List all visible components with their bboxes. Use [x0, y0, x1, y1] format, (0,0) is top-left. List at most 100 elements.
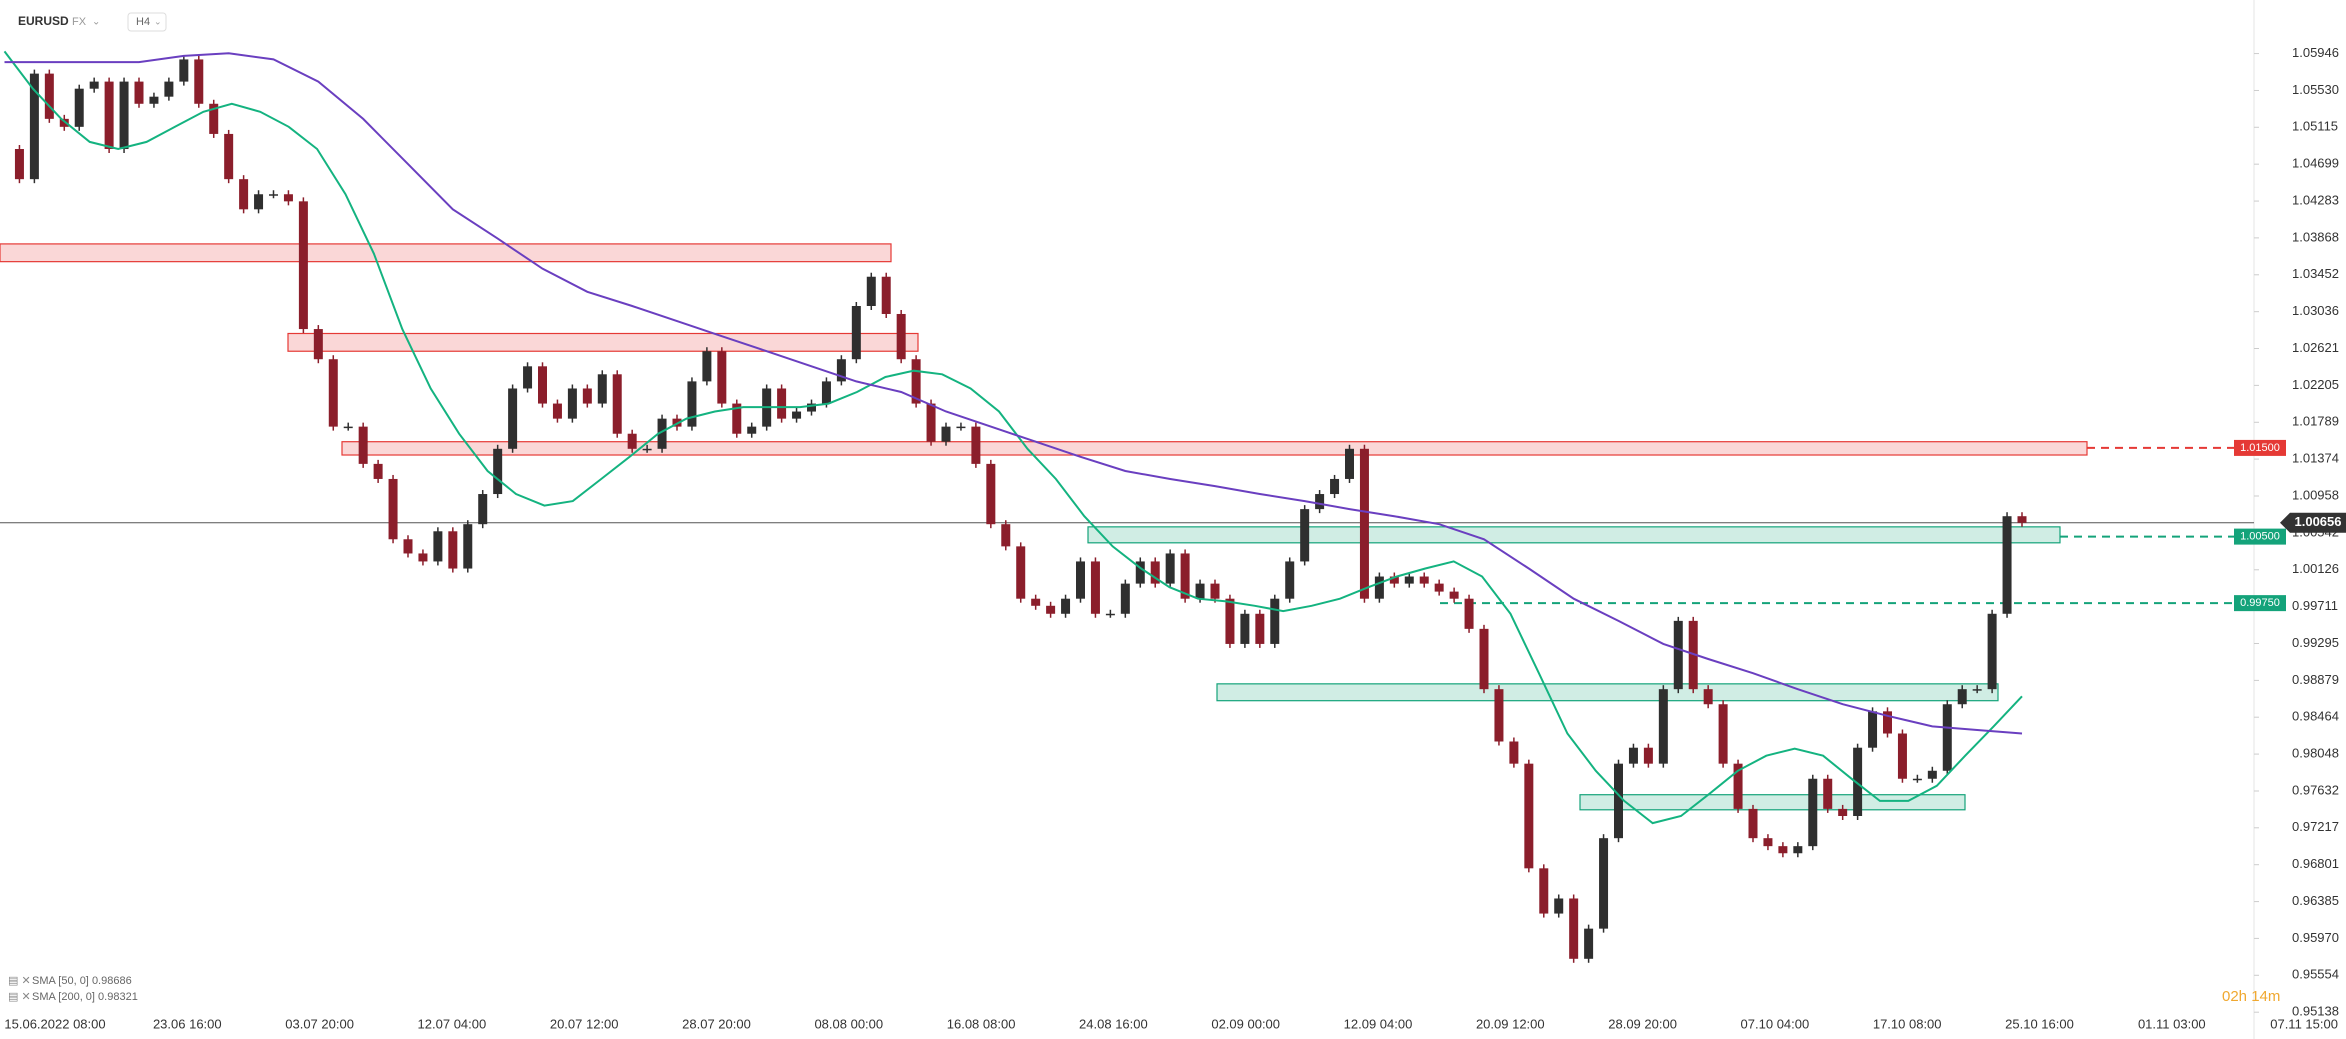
candle: [1255, 613, 1265, 644]
candle: [1031, 598, 1041, 606]
candle: [956, 426, 966, 429]
candle: [567, 388, 577, 419]
candle: [552, 403, 562, 419]
candle: [1942, 704, 1952, 771]
x-tick-label: 25.10 16:00: [2005, 1016, 2074, 1031]
y-tick-label: 1.03452: [2292, 266, 2339, 281]
x-tick-label: 12.09 04:00: [1344, 1016, 1413, 1031]
candle: [1494, 689, 1504, 742]
level-label-box: [2234, 595, 2286, 612]
y-tick-label: 0.98464: [2292, 709, 2339, 724]
y-tick-label: 0.95970: [2292, 930, 2339, 945]
y-tick-label: 0.99711: [2292, 598, 2338, 613]
candle: [1434, 583, 1444, 592]
candle: [418, 553, 428, 562]
candle: [986, 463, 996, 525]
candle: [687, 381, 697, 427]
candle: [1016, 546, 1026, 599]
candle: [1315, 494, 1325, 510]
candle: [896, 313, 906, 360]
candle: [851, 306, 861, 360]
candle: [1957, 689, 1967, 705]
x-tick-label: 08.08 00:00: [814, 1016, 883, 1031]
candle: [1061, 598, 1071, 614]
candle: [1330, 478, 1340, 495]
y-tick-label: 0.96801: [2292, 856, 2339, 871]
last-price-label: 1.00656: [2295, 514, 2342, 529]
candle: [1748, 808, 1758, 839]
sma-line: [4, 52, 2023, 735]
legend-icons[interactable]: ▤ ✕: [8, 991, 31, 1003]
candle: [164, 81, 174, 97]
candle: [104, 81, 114, 150]
candle: [792, 411, 802, 419]
candle: [1554, 898, 1564, 914]
candle: [119, 81, 129, 150]
candle: [433, 531, 443, 562]
candle: [388, 478, 398, 540]
zone: [0, 243, 892, 263]
candle: [821, 381, 831, 404]
candle: [657, 418, 667, 449]
y-tick-label: 1.02205: [2292, 377, 2339, 392]
candle: [1927, 770, 1937, 779]
candle: [1658, 689, 1668, 764]
x-tick-label: 16.08 08:00: [947, 1016, 1016, 1031]
candle: [239, 179, 249, 210]
y-tick-label: 1.00958: [2292, 487, 2339, 502]
candle: [1778, 846, 1788, 854]
candle: [971, 426, 981, 464]
level-label: 1.00500: [2240, 531, 2280, 543]
candle: [1300, 509, 1310, 562]
candle: [732, 403, 742, 434]
candle: [1823, 778, 1833, 809]
zone: [341, 441, 2088, 456]
candle: [209, 103, 219, 134]
x-tick-label: 28.09 20:00: [1608, 1016, 1677, 1031]
dropdown-arrow[interactable]: ⌄: [92, 17, 100, 28]
legend-icons[interactable]: ▤ ✕: [8, 975, 31, 987]
candle: [702, 351, 712, 382]
candle: [29, 73, 39, 180]
candle: [1076, 561, 1085, 599]
candle: [597, 374, 607, 404]
candle: [1853, 747, 1863, 816]
symbol: EURUSD: [18, 14, 69, 28]
candle: [1524, 763, 1534, 869]
candle: [866, 276, 876, 306]
candle: [1120, 583, 1130, 614]
candle: [717, 351, 727, 404]
candle: [1240, 613, 1250, 644]
level-label-box: [2234, 528, 2286, 545]
candle: [926, 403, 936, 442]
candle: [582, 388, 592, 404]
candle: [1883, 711, 1892, 734]
legend-name: SMA [50, 0]: [32, 975, 89, 987]
header: EURUSD FX ⌄ H4 ⌄: [18, 12, 167, 32]
candle: [14, 149, 24, 180]
x-tick-label: 24.08 16:00: [1079, 1016, 1148, 1031]
timeframe-box[interactable]: [127, 12, 167, 32]
candle: [1584, 928, 1594, 959]
candle: [1449, 591, 1459, 599]
candle: [1285, 561, 1295, 599]
candle: [747, 426, 757, 434]
candle: [1135, 561, 1145, 584]
candle: [836, 359, 846, 382]
plot-area: [0, 50, 2254, 963]
candle: [298, 201, 308, 330]
x-tick-label: 01.11 03:00: [2138, 1016, 2206, 1031]
x-tick-label: 07.11 15:00: [2270, 1016, 2338, 1031]
x-tick-label: 07.10 04:00: [1741, 1016, 1810, 1031]
candle: [881, 276, 891, 314]
candle: [1509, 741, 1519, 764]
candle: [224, 133, 234, 180]
candle: [1150, 561, 1160, 584]
x-tick-label: 23.06 16:00: [153, 1016, 222, 1031]
candle: [463, 524, 473, 569]
candle: [1195, 583, 1205, 599]
candle: [612, 374, 622, 434]
candle: [59, 118, 69, 127]
legend-sma200: SMA [200, 0] 0.98321: [32, 991, 138, 1003]
